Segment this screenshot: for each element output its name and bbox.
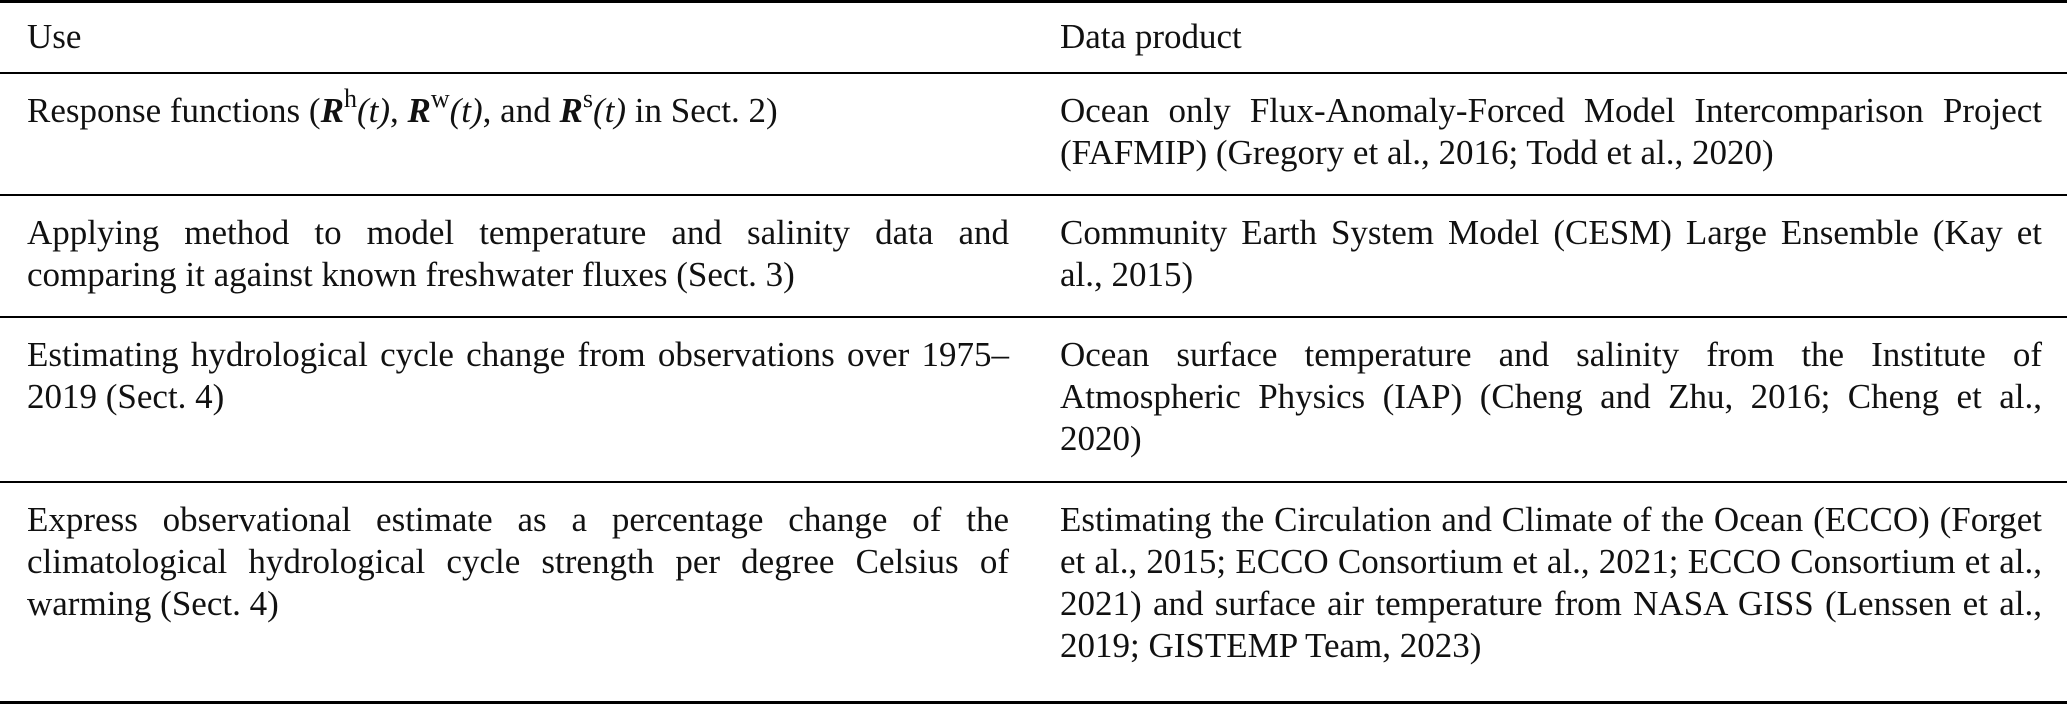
response-sup-h: h <box>343 84 357 114</box>
row-1-use: Response functions (Rh(t), Rw(t), and Rs… <box>27 86 1009 132</box>
row-1-sep-1: , <box>389 91 408 130</box>
row-4-use: Express observational estimate as a perc… <box>27 500 1009 623</box>
response-symbol-s: R <box>559 91 583 130</box>
row-4-data-product: Estimating the Circulation and Climate o… <box>1060 500 2042 665</box>
header-use: Use <box>27 17 82 56</box>
table-header-rule <box>0 72 2067 74</box>
table-bottom-rule <box>0 701 2067 704</box>
row-3-data-product: Ocean surface temperature and salinity f… <box>1060 335 2042 458</box>
row-divider <box>0 316 2067 318</box>
row-divider <box>0 481 2067 483</box>
row-1-use-prefix: Response functions ( <box>27 91 321 130</box>
time-arg-w: (t) <box>449 91 483 130</box>
time-arg-h: (t) <box>356 91 390 130</box>
row-divider <box>0 194 2067 196</box>
response-sup-w: w <box>430 84 450 114</box>
row-2-use: Applying method to model temperature and… <box>27 213 1009 294</box>
row-2-data-product: Community Earth System Model (CESM) Larg… <box>1060 213 2042 294</box>
row-1-use-suffix: in Sect. 2) <box>626 91 778 130</box>
response-symbol-w: R <box>407 91 431 130</box>
header-data-product: Data product <box>1060 17 1242 56</box>
time-arg-s: (t) <box>592 91 626 130</box>
response-sup-s: s <box>582 84 593 114</box>
response-symbol-h: R <box>320 91 344 130</box>
row-1-sep-2: , and <box>482 91 560 130</box>
table-top-rule <box>0 0 2067 3</box>
row-1-data-product: Ocean only Flux-Anomaly-Forced Model Int… <box>1060 91 2042 172</box>
row-3-use: Estimating hydrological cycle change fro… <box>27 335 1009 416</box>
